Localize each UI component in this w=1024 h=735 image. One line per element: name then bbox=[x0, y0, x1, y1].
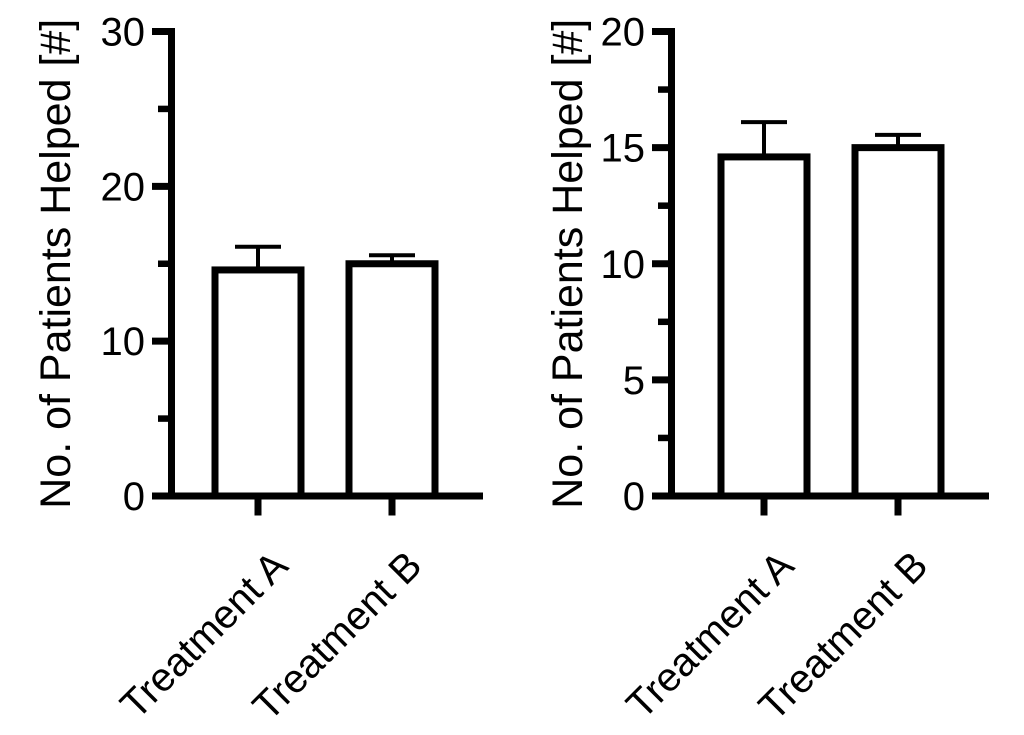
y-tick-label: 20 bbox=[101, 165, 146, 209]
bar-treatment-b bbox=[345, 260, 439, 500]
y-tick-label: 0 bbox=[123, 475, 145, 519]
y-axis-title: No. of Patients Helped [#] bbox=[544, 19, 592, 509]
y-tick-label: 20 bbox=[601, 11, 646, 55]
y-tick-label: 15 bbox=[601, 127, 646, 171]
bar-treatment-a bbox=[211, 266, 305, 500]
y-tick-label: 0 bbox=[623, 475, 645, 519]
y-axis-title: No. of Patients Helped [#] bbox=[32, 19, 80, 509]
y-tick-label: 10 bbox=[601, 243, 646, 287]
bar-treatment-a bbox=[717, 153, 811, 500]
y-tick-label: 30 bbox=[101, 11, 146, 55]
y-tick-label: 5 bbox=[623, 359, 645, 403]
bar-treatment-b bbox=[851, 144, 945, 500]
y-tick-label: 10 bbox=[101, 320, 146, 364]
